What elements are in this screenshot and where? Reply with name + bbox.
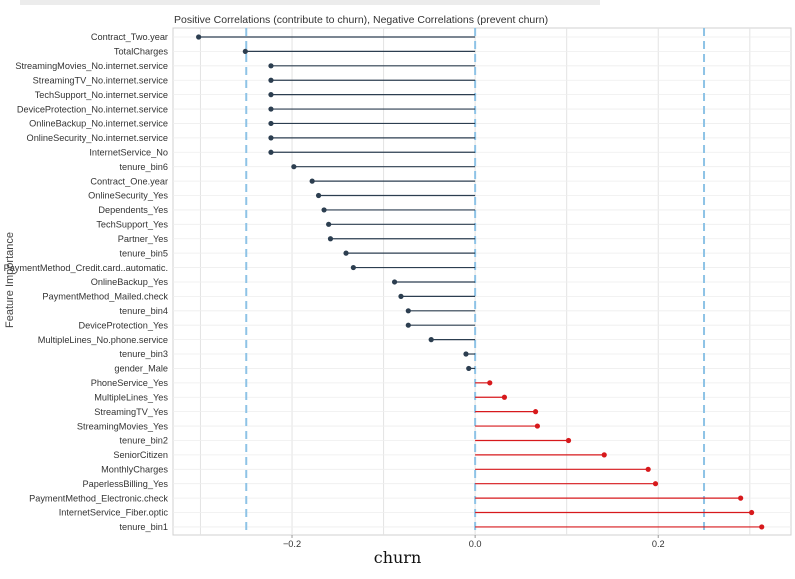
- lollipop-point: [268, 149, 274, 155]
- lollipop-point: [749, 509, 755, 516]
- lollipop-point: [398, 293, 404, 299]
- lollipop-point: [315, 192, 322, 199]
- y-tick-label: tenure_bin5: [119, 248, 168, 258]
- y-tick-label: PaymentMethod_Mailed.check: [42, 292, 168, 302]
- y-tick-label: DeviceProtection_No.internet.service: [17, 104, 168, 114]
- y-tick-label: OnlineBackup_No.internet.service: [29, 119, 168, 129]
- x-axis-label: churn: [373, 548, 422, 567]
- y-tick-label: Dependents_Yes: [98, 205, 168, 215]
- x-tick-label: 0.2: [652, 539, 665, 549]
- top-bar: [0, 0, 795, 10]
- lollipop-point: [309, 178, 315, 184]
- y-tick-label: tenure_bin6: [119, 162, 168, 172]
- lollipop-point: [487, 380, 493, 386]
- lollipop-point: [268, 63, 274, 69]
- lollipop-point: [242, 48, 248, 55]
- lollipop-point: [463, 351, 469, 357]
- lollipop-point: [268, 77, 274, 83]
- lollipop-point: [428, 337, 434, 343]
- y-tick-label: InternetService_Fiber.optic: [59, 508, 169, 518]
- lollipop-point: [268, 92, 274, 98]
- lollipop-point: [652, 481, 659, 487]
- lollipop-point: [532, 409, 539, 415]
- lollipop-point: [326, 221, 332, 227]
- lollipop-point: [466, 365, 472, 372]
- lollipop-point: [405, 308, 411, 314]
- y-tick-label: MultipleLines_Yes: [94, 392, 168, 402]
- lollipop-point: [291, 164, 297, 170]
- lollipop-point: [350, 264, 356, 271]
- y-tick-label: StreamingTV_No.internet.service: [33, 75, 168, 85]
- y-tick-label: StreamingMovies_Yes: [77, 421, 168, 431]
- lollipop-point: [343, 250, 349, 256]
- plot-frame: [172, 27, 792, 536]
- x-tick-label: 0.0: [469, 539, 482, 549]
- lollipop-point: [321, 207, 327, 213]
- y-tick-label: tenure_bin1: [119, 522, 168, 532]
- lollipop-point: [405, 322, 411, 328]
- lollipop-point: [196, 34, 202, 40]
- lollipop-point: [645, 466, 651, 472]
- y-tick-label: TechSupport_Yes: [96, 220, 168, 230]
- lollipop-point: [391, 279, 398, 285]
- lollipop-point: [501, 394, 508, 400]
- top-strip: [20, 0, 600, 5]
- y-tick-label: PaperlessBilling_Yes: [83, 479, 169, 489]
- y-tick-label: Contract_Two.year: [91, 32, 168, 42]
- y-tick-label: MultipleLines_No.phone.service: [38, 335, 168, 345]
- y-tick-label: gender_Male: [114, 364, 168, 374]
- y-tick-label: StreamingMovies_No.internet.service: [15, 61, 168, 71]
- lollipop-point: [601, 452, 607, 458]
- y-tick-label: PaymentMethod_Electronic.check: [29, 493, 168, 503]
- y-tick-label: TechSupport_No.internet.service: [35, 90, 168, 100]
- y-tick-label: TotalCharges: [114, 47, 169, 57]
- y-tick-label: PaymentMethod_Credit.card..automatic.: [4, 263, 168, 273]
- y-tick-label: InternetService_No: [89, 147, 168, 157]
- y-tick-label: tenure_bin4: [119, 306, 168, 316]
- chart-subtitle: Positive Correlations (contribute to chu…: [174, 14, 549, 26]
- lollipop-point: [565, 437, 572, 444]
- y-tick-label: PhoneService_Yes: [91, 378, 169, 388]
- lollipop-point: [327, 236, 334, 242]
- y-tick-label: tenure_bin3: [119, 349, 168, 359]
- y-tick-label: Partner_Yes: [118, 234, 169, 244]
- y-tick-label: Contract_One.year: [90, 176, 168, 186]
- lollipop-point: [268, 106, 274, 112]
- y-tick-label: OnlineSecurity_No.internet.service: [27, 133, 168, 143]
- lollipop-point: [534, 423, 540, 429]
- lollipop-point: [268, 135, 274, 141]
- y-tick-label: MonthlyCharges: [101, 465, 168, 475]
- lollipop-point: [738, 495, 744, 501]
- x-tick-label: −0.2: [283, 539, 301, 549]
- y-tick-label: tenure_bin2: [119, 436, 168, 446]
- y-tick-label: StreamingTV_Yes: [94, 407, 168, 417]
- y-tick-label: SeniorCitizen: [113, 450, 168, 460]
- y-tick-label: OnlineSecurity_Yes: [88, 191, 168, 201]
- lollipop-point: [759, 524, 765, 530]
- lollipop-point: [268, 120, 274, 127]
- y-tick-label: OnlineBackup_Yes: [91, 277, 169, 287]
- y-tick-label: DeviceProtection_Yes: [78, 320, 168, 330]
